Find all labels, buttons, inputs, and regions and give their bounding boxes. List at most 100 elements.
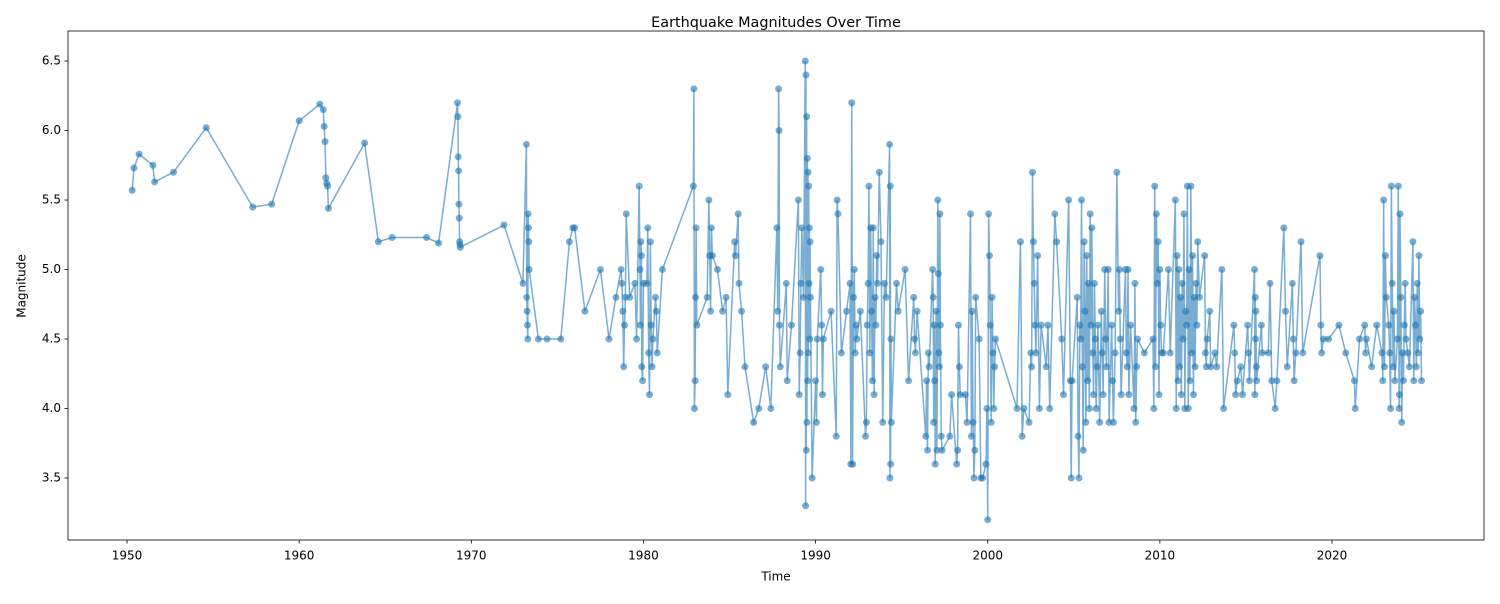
data-point: [1385, 321, 1393, 329]
data-point: [618, 279, 626, 287]
data-point: [1098, 349, 1106, 357]
data-point: [649, 335, 657, 343]
data-point: [1203, 335, 1211, 343]
data-point: [1090, 279, 1098, 287]
data-point: [1386, 349, 1394, 357]
data-point: [1238, 391, 1246, 399]
data-point: [984, 516, 992, 524]
data-point: [894, 307, 902, 315]
data-point: [707, 224, 715, 232]
data-point: [1207, 363, 1215, 371]
data-point: [1273, 377, 1281, 385]
data-point: [886, 140, 894, 148]
data-point: [1325, 335, 1333, 343]
data-point: [922, 432, 930, 440]
data-point: [767, 405, 775, 413]
data-point: [776, 363, 784, 371]
data-point: [1297, 238, 1305, 246]
data-point: [1412, 363, 1420, 371]
data-point: [1194, 238, 1202, 246]
data-point: [1028, 363, 1036, 371]
data-point: [1190, 293, 1198, 301]
data-point: [1085, 405, 1093, 413]
data-point: [653, 349, 661, 357]
data-point: [1090, 391, 1098, 399]
data-point: [423, 234, 431, 242]
data-point: [1292, 349, 1300, 357]
data-point: [1319, 335, 1327, 343]
data-point: [954, 446, 962, 454]
data-point: [1058, 335, 1066, 343]
data-point: [707, 307, 715, 315]
data-point: [648, 363, 656, 371]
data-point: [1413, 279, 1421, 287]
data-point: [646, 238, 654, 246]
data-point: [1342, 349, 1350, 357]
data-point: [1117, 391, 1125, 399]
data-point: [924, 349, 932, 357]
data-point: [1387, 405, 1395, 413]
data-point: [800, 293, 808, 301]
data-point: [1381, 363, 1389, 371]
data-point: [1201, 349, 1209, 357]
data-point: [911, 349, 919, 357]
data-point: [1183, 321, 1191, 329]
data-point: [1245, 377, 1253, 385]
data-point: [637, 252, 645, 260]
data-point: [1092, 405, 1100, 413]
data-point: [455, 214, 463, 222]
data-point: [832, 432, 840, 440]
data-point: [1153, 279, 1161, 287]
data-point: [581, 307, 589, 315]
data-point: [1132, 418, 1140, 426]
data-point: [851, 349, 859, 357]
data-point: [454, 99, 462, 107]
data-point: [750, 418, 758, 426]
data-point: [1382, 293, 1390, 301]
data-point: [802, 71, 810, 79]
data-point: [1111, 349, 1119, 357]
data-point: [1044, 321, 1052, 329]
data-point: [388, 234, 396, 242]
data-point: [633, 335, 641, 343]
data-point: [1177, 293, 1185, 301]
data-point: [971, 446, 979, 454]
data-point: [1361, 321, 1369, 329]
data-point: [1133, 363, 1141, 371]
data-point: [1182, 307, 1190, 315]
data-point: [622, 210, 630, 218]
data-point: [320, 122, 328, 130]
data-point: [985, 252, 993, 260]
data-point: [1193, 321, 1201, 329]
data-point: [1122, 349, 1130, 357]
data-point: [989, 349, 997, 357]
data-point: [722, 293, 730, 301]
data-point: [954, 321, 962, 329]
data-point: [1020, 405, 1028, 413]
data-point: [1149, 335, 1157, 343]
data-point: [931, 460, 939, 468]
data-point: [454, 113, 462, 121]
data-point: [818, 391, 826, 399]
data-point: [621, 321, 629, 329]
data-point: [1299, 349, 1307, 357]
data-point: [755, 405, 763, 413]
y-tick-label: 4.5: [42, 332, 61, 346]
plot-frame: [67, 30, 1485, 541]
data-point: [794, 196, 802, 204]
data-point: [806, 293, 814, 301]
data-point: [983, 405, 991, 413]
data-point: [1175, 266, 1183, 274]
data-point: [1171, 196, 1179, 204]
data-point: [911, 335, 919, 343]
data-point: [850, 266, 858, 274]
data-point: [905, 377, 913, 385]
data-point: [1220, 405, 1228, 413]
x-tick-label: 2020: [1317, 549, 1348, 563]
data-point: [887, 418, 895, 426]
data-point: [734, 210, 742, 218]
data-point: [887, 335, 895, 343]
data-point: [1368, 363, 1376, 371]
y-tick-label: 6.0: [42, 123, 61, 137]
data-point: [929, 293, 937, 301]
